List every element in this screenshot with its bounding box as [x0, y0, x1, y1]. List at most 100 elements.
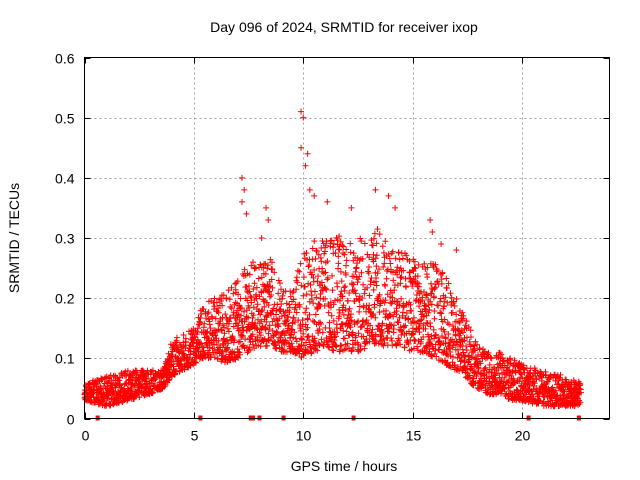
data-point	[201, 320, 208, 327]
axis-ticks: 0 0.1 0.2 0.3 0.4 0.5 0.6 0 5 10 15 20	[55, 51, 610, 444]
data-point	[305, 263, 312, 270]
data-point	[309, 245, 316, 252]
data-point	[516, 378, 523, 385]
data-point	[379, 243, 386, 250]
data-point	[343, 257, 350, 264]
data-point	[310, 339, 317, 346]
data-point	[441, 298, 448, 305]
data-point	[90, 393, 97, 400]
data-point	[335, 313, 342, 320]
data-point	[405, 315, 412, 322]
data-point	[397, 280, 404, 287]
data-point	[290, 296, 297, 303]
data-point	[390, 329, 397, 336]
data-point	[340, 327, 347, 334]
data-point	[325, 309, 332, 316]
data-point	[454, 339, 461, 346]
data-point	[356, 273, 363, 280]
data-point	[421, 260, 428, 267]
data-point	[278, 313, 285, 320]
data-point	[370, 258, 377, 265]
data-point	[212, 327, 219, 334]
data-point	[411, 258, 418, 265]
data-point	[268, 291, 275, 298]
data-point	[143, 384, 150, 391]
data-point	[225, 340, 232, 347]
data-point	[442, 335, 449, 342]
data-point	[371, 301, 378, 308]
data-point	[472, 338, 479, 345]
data-point	[313, 294, 320, 301]
data-point	[254, 333, 261, 340]
data-point	[434, 267, 441, 274]
data-point	[453, 295, 460, 302]
data-point	[463, 347, 470, 354]
data-point	[219, 302, 226, 309]
data-point	[244, 297, 251, 304]
data-point	[370, 286, 377, 293]
data-point	[240, 342, 247, 349]
data-point	[390, 313, 397, 320]
data-point	[257, 261, 264, 268]
data-point	[274, 329, 281, 336]
data-point	[225, 328, 232, 335]
data-point	[304, 324, 311, 331]
data-point	[253, 284, 260, 291]
data-point	[280, 347, 287, 354]
data-point	[147, 371, 154, 378]
data-point	[365, 305, 372, 312]
data-point	[393, 298, 400, 305]
data-point	[416, 303, 423, 310]
data-point	[373, 252, 380, 259]
data-point	[328, 237, 335, 244]
data-point	[302, 321, 309, 328]
data-point	[329, 272, 336, 279]
data-point	[235, 291, 242, 298]
data-point	[302, 162, 309, 169]
data-point	[226, 318, 233, 325]
data-point	[383, 307, 390, 314]
data-point	[398, 295, 405, 302]
data-point	[228, 305, 235, 312]
data-point	[317, 254, 324, 261]
data-point	[281, 342, 288, 349]
data-point	[163, 361, 170, 368]
data-point	[348, 204, 355, 211]
data-point	[410, 331, 417, 338]
data-point	[291, 329, 298, 336]
data-point	[235, 327, 242, 334]
data-point	[442, 294, 449, 301]
data-point	[549, 386, 556, 393]
data-point	[441, 316, 448, 323]
data-point	[488, 369, 495, 376]
data-point	[303, 249, 310, 256]
data-point	[445, 331, 452, 338]
data-point	[520, 365, 527, 372]
data-point	[292, 318, 299, 325]
data-point	[473, 355, 480, 362]
data-point	[245, 289, 252, 296]
data-point	[322, 242, 329, 249]
data-point	[329, 287, 336, 294]
data-point	[430, 326, 437, 333]
data-point	[480, 371, 487, 378]
data-point	[266, 288, 273, 295]
data-point	[269, 327, 276, 334]
data-point	[221, 324, 228, 331]
data-point	[414, 273, 421, 280]
y-tick-label: 0.3	[55, 231, 75, 247]
data-point	[330, 317, 337, 324]
data-point	[239, 174, 245, 181]
data-point	[271, 269, 278, 276]
data-point	[218, 297, 225, 304]
data-point	[249, 315, 256, 322]
data-point	[474, 369, 481, 376]
data-point	[468, 354, 475, 361]
data-point	[435, 302, 442, 309]
data-point	[416, 324, 423, 331]
data-point	[318, 258, 325, 265]
data-point	[405, 328, 412, 335]
data-point	[383, 275, 390, 282]
data-point	[393, 308, 400, 315]
data-point	[253, 291, 260, 298]
